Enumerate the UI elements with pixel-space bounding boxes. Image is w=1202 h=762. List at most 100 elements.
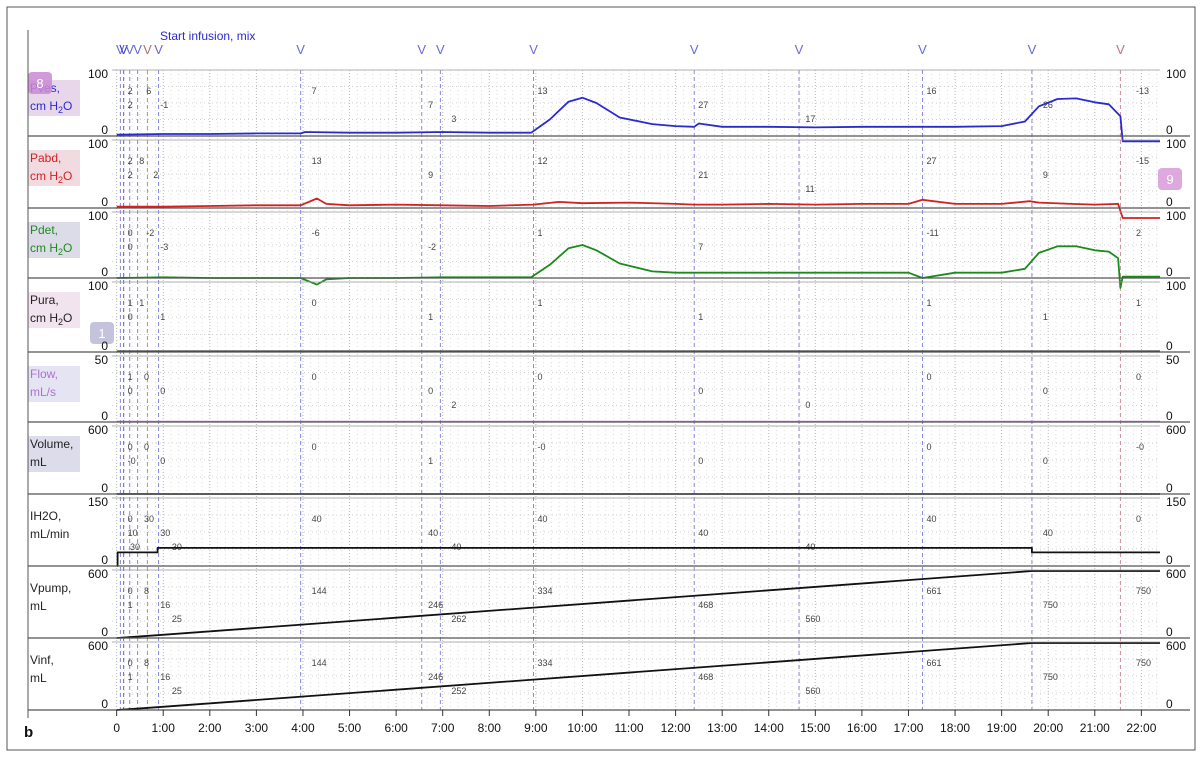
x-tick-label: 9:00 (524, 721, 548, 735)
pves-value-annotation: 16 (926, 86, 936, 96)
pves-ymax-label: 100 (88, 67, 108, 81)
flow-label-name: Flow, (30, 367, 58, 381)
vinf-label-name: Vinf, (30, 653, 54, 667)
pabd-trace (116, 197, 1160, 219)
vinf-value-annotation: 16 (160, 672, 170, 682)
pves-corner-badge (28, 72, 52, 94)
x-tick-label: 4:00 (291, 721, 315, 735)
volume-value-annotation: 0 (926, 442, 931, 452)
pura-ymax-label: 100 (88, 279, 108, 293)
event-marker-glyph: V (417, 42, 426, 57)
pabd-label-name: Pabd, (30, 151, 61, 165)
event-marker-glyph: V (1028, 42, 1037, 57)
volume-right-ymin-label: 0 (1166, 481, 1173, 495)
vinf-value-annotation: 246 (428, 672, 443, 682)
vpump-right-ymin-label: 0 (1166, 625, 1173, 639)
pdet-trace (116, 244, 1160, 289)
pura-right-ymax-label: 100 (1166, 279, 1186, 293)
vpump-value-annotation: 144 (312, 586, 327, 596)
flow-value-annotation: 0 (144, 372, 149, 382)
event-marker-glyph: V (1116, 42, 1125, 57)
pabd-right-ymin-label: 0 (1166, 195, 1173, 209)
pabd-value-annotation: 27 (926, 156, 936, 166)
ih2o-value-annotation: 40 (428, 528, 438, 538)
pura-corner-badge (90, 322, 114, 344)
pabd-corner-badge-text: 9 (1166, 172, 1173, 187)
flow-value-annotation: 0 (312, 372, 317, 382)
event-marker-glyph: V (133, 42, 142, 57)
vinf-value-annotation: 25 (172, 686, 182, 696)
vpump-label-unit: mL (30, 599, 47, 613)
vinf-ymin-label: 0 (101, 697, 108, 711)
pdet-value-annotation: 2 (1136, 228, 1141, 238)
pdet-value-annotation: 7 (698, 242, 703, 252)
pabd-ymax-label: 100 (88, 137, 108, 151)
vpump-right-ymax-label: 600 (1166, 567, 1186, 581)
grid-layer (112, 70, 1160, 710)
x-tick-label: 5:00 (338, 721, 362, 735)
pura-ymin-label: 0 (101, 339, 108, 353)
volume-right-ymax-label: 600 (1166, 423, 1186, 437)
event-marker-glyph: V (119, 42, 128, 57)
volume-value-annotation: -0 (128, 456, 136, 466)
pdet-value-annotation: 0 (128, 242, 133, 252)
volume-label-unit: mL (30, 455, 47, 469)
x-tick-label: 10:00 (567, 721, 597, 735)
pdet-value-annotation: -3 (160, 242, 168, 252)
flow-value-annotation: 0 (698, 386, 703, 396)
volume-value-annotation: 0 (312, 442, 317, 452)
volume-label-name: Volume, (30, 437, 73, 451)
vpump-value-annotation: 0 (128, 586, 133, 596)
event-marker-glyph: V (690, 42, 699, 57)
flow-value-annotation: 0 (538, 372, 543, 382)
ih2o-value-annotation: 40 (312, 514, 322, 524)
vinf-label-unit: mL (30, 671, 47, 685)
vinf-value-annotation: 1 (128, 672, 133, 682)
ih2o-value-annotation: 10 (128, 528, 138, 538)
pdet-label-unit: cm H2O (30, 241, 72, 257)
pves-value-annotation: 13 (538, 86, 548, 96)
pabd-value-annotation: 8 (139, 156, 144, 166)
vpump-value-annotation: 750 (1043, 600, 1058, 610)
vinf-right-ymax-label: 600 (1166, 639, 1186, 653)
pura-label-name: Pura, (30, 293, 59, 307)
vinf-trace (116, 642, 1160, 711)
x-tick-label: 7:00 (431, 721, 455, 735)
pves-value-annotation: -1 (160, 100, 168, 110)
pves-value-annotation: -13 (1136, 86, 1149, 96)
pura-value-annotation: 0 (128, 312, 133, 322)
pabd-value-annotation: 13 (312, 156, 322, 166)
figure-border (6, 6, 1196, 751)
pves-corner-badge-text: 8 (36, 76, 43, 91)
pdet-label-background (28, 222, 80, 258)
pura-right-ymin-label: 0 (1166, 339, 1173, 353)
vinf-value-annotation: 750 (1136, 658, 1151, 668)
x-tick-label: 17:00 (893, 721, 923, 735)
pves-value-annotation: 27 (698, 100, 708, 110)
pura-value-annotation: 1 (1136, 298, 1141, 308)
flow-value-annotation: 0 (1043, 386, 1048, 396)
x-tick-label: 6:00 (384, 721, 408, 735)
volume-ymin-label: 0 (101, 481, 108, 495)
vinf-value-annotation: 661 (926, 658, 941, 668)
pabd-value-annotation: 12 (538, 156, 548, 166)
pves-trace (116, 96, 1160, 143)
event-marker-glyph: V (143, 42, 152, 57)
axis-layer: 1000100010001000100010001000100050050060… (27, 30, 1190, 735)
ih2o-right-ymax-label: 150 (1166, 495, 1186, 509)
pabd-value-annotation: 2 (128, 156, 133, 166)
pabd-value-annotation: 11 (805, 184, 814, 194)
pabd-corner-badge (1158, 168, 1182, 190)
pura-corner-badge-text: 1 (98, 326, 105, 341)
pves-value-annotation: 2 (128, 86, 133, 96)
ih2o-value-annotation: 0 (1136, 514, 1141, 524)
pura-value-annotation: 1 (139, 298, 144, 308)
x-tick-label: 20:00 (1033, 721, 1063, 735)
event-marker-glyph: V (795, 42, 804, 57)
vpump-value-annotation: 8 (144, 586, 149, 596)
volume-value-annotation: -0 (538, 442, 546, 452)
pura-value-annotation: 0 (312, 298, 317, 308)
vpump-ymax-label: 600 (88, 567, 108, 581)
pdet-label-name: Pdet, (30, 223, 58, 237)
